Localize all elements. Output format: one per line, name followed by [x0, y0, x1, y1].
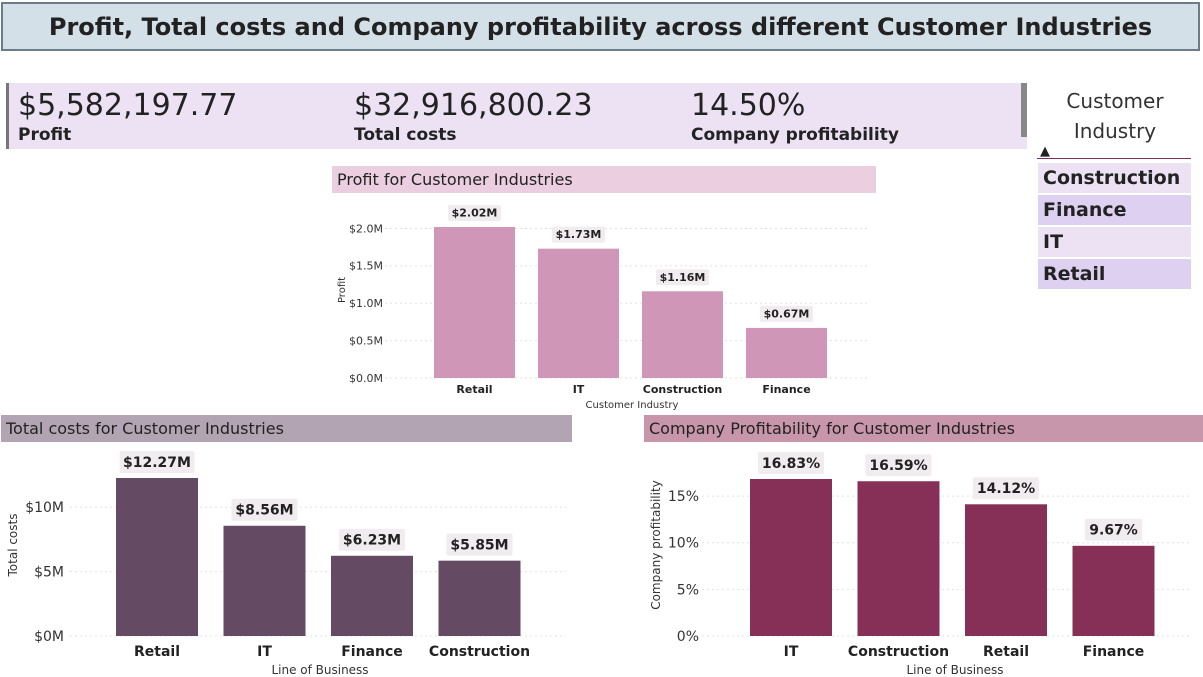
kpi-total-costs-label: Total costs: [354, 125, 457, 145]
slicer-item-finance[interactable]: Finance: [1038, 195, 1191, 225]
profitability-x-axis-title: Line of Business: [906, 663, 1003, 677]
costs-y-axis-title: Total costs: [6, 514, 20, 578]
profit-data-label: $1.73M: [556, 228, 602, 241]
costs-category-label: Finance: [341, 644, 403, 660]
profitability-bar: [750, 479, 832, 636]
kpi-profit-label: Profit: [18, 125, 72, 145]
profit-data-label: $0.67M: [764, 307, 810, 320]
costs-data-label: $8.56M: [235, 503, 293, 519]
profit-data-label-bg: [760, 305, 813, 322]
profit-category-label: Construction: [643, 383, 722, 396]
costs-data-label: $6.23M: [343, 533, 401, 549]
page-title: Profit, Total costs and Company profitab…: [48, 12, 1153, 41]
kpi-company-profitability: 14.50% Company profitability: [691, 87, 899, 145]
slicer-divider: [1037, 158, 1191, 159]
slicer-item-construction[interactable]: Construction: [1038, 163, 1191, 193]
costs-category-label: Retail: [134, 644, 180, 660]
profit-y-axis-title: Profit: [337, 277, 348, 303]
profitability-data-label: 16.59%: [869, 458, 927, 474]
profit-category-label: Finance: [762, 383, 810, 396]
costs-bar: [331, 555, 413, 636]
profitability-category-label: IT: [784, 644, 799, 660]
profit-bar: [434, 227, 515, 378]
sort-up-icon[interactable]: ▲: [1040, 144, 1050, 159]
costs-y-tick-label: $0M: [34, 629, 64, 645]
profit-category-label: Retail: [456, 383, 492, 396]
kpi-profit-value: $5,582,197.77: [18, 88, 238, 123]
costs-category-label: IT: [257, 644, 272, 660]
profitability-y-axis-title: Company profitability: [649, 480, 663, 610]
profit-chart: $0.0M $0.5M $1.0M $1.5M $2.0M $2.02M Retail $1.…: [337, 205, 870, 411]
profitability-data-label-bg: [865, 454, 932, 477]
profitability-bar: [1072, 545, 1155, 636]
profit-data-label: $1.16M: [660, 271, 706, 284]
costs-data-label-bg: [231, 498, 298, 521]
kpi-total-costs-value: $32,916,800.23: [354, 88, 593, 123]
costs-data-label-bg: [338, 528, 406, 551]
profit-y-tick-label: $1.0M: [349, 297, 383, 310]
profitability-y-tick-label: 10%: [668, 536, 699, 552]
kpi-profit: $5,582,197.77 Profit: [18, 87, 237, 145]
profitability-bar: [965, 504, 1047, 636]
kpi-card-band: $5,582,197.77 Profit $32,916,800.23 Tota…: [6, 83, 1027, 149]
slicer-item-it[interactable]: IT: [1038, 227, 1191, 257]
profit-y-tick-label: $1.5M: [349, 260, 383, 273]
costs-data-label-bg: [119, 451, 195, 473]
profitability-data-label-bg: [1084, 518, 1143, 541]
costs-x-axis-title: Line of Business: [271, 663, 368, 677]
profitability-y-tick-label: 15%: [668, 489, 699, 505]
kpi-scrollbar[interactable]: [1021, 83, 1027, 137]
profitability-data-label-bg: [972, 477, 1040, 500]
costs-data-label: $5.85M: [450, 538, 508, 554]
costs-bar: [438, 560, 521, 636]
page-title-bar: Profit, Total costs and Company profitab…: [1, 2, 1200, 51]
profitability-data-label: 9.67%: [1089, 523, 1138, 539]
slicer-item-retail[interactable]: Retail: [1038, 259, 1191, 289]
kpi-profitability-value: 14.50%: [691, 88, 806, 123]
profitability-category-label: Finance: [1083, 644, 1145, 660]
kpi-band-border: [6, 83, 9, 149]
profit-category-label: IT: [573, 383, 585, 396]
profit-data-label: $2.02M: [452, 207, 498, 220]
kpi-profitability-label: Company profitability: [691, 125, 899, 145]
profit-data-label-bg: [656, 269, 709, 286]
costs-y-tick-label: $10M: [25, 500, 64, 516]
profitability-chart: 0% 5% 10% 15% 16.83% IT 16.59% Construction 14.1…: [649, 452, 1190, 677]
profit-data-label-bg: [448, 205, 501, 221]
profitability-data-label-bg: [757, 452, 825, 474]
costs-chart-title: Total costs for Customer Industries: [1, 415, 572, 442]
costs-y-tick-label: $5M: [34, 565, 64, 581]
profitability-y-tick-label: 5%: [677, 582, 699, 598]
profit-bar: [642, 291, 723, 378]
profit-data-label-bg: [552, 226, 605, 243]
profit-x-axis-title: Customer Industry: [586, 400, 679, 411]
profit-chart-title: Profit for Customer Industries: [332, 166, 876, 193]
profit-y-tick-label: $0.0M: [349, 372, 383, 385]
costs-data-label-bg: [446, 533, 513, 556]
costs-bar: [223, 525, 306, 636]
profit-bar: [746, 327, 827, 378]
profitability-category-label: Retail: [983, 644, 1029, 660]
costs-bar: [116, 478, 198, 636]
profit-y-tick-label: $0.5M: [349, 334, 383, 347]
total-costs-chart: $0M $5M $10M $12.27M Retail $8.56M IT $6.23M Fin…: [6, 451, 566, 677]
profit-y-tick-label: $2.0M: [349, 222, 383, 235]
costs-category-label: Construction: [429, 644, 530, 660]
slicer-title: Customer Industry: [1066, 89, 1164, 143]
profitability-category-label: Construction: [848, 644, 949, 660]
profitability-chart-title: Company Profitability for Customer Indus…: [644, 415, 1203, 442]
profitability-y-tick-label: 0%: [677, 629, 699, 645]
profitability-data-label: 16.83%: [762, 456, 820, 472]
profitability-data-label: 14.12%: [977, 481, 1035, 497]
costs-data-label: $12.27M: [123, 455, 191, 471]
profitability-bar: [857, 481, 940, 636]
kpi-total-costs: $32,916,800.23 Total costs: [354, 87, 593, 145]
profit-bar: [538, 248, 619, 378]
